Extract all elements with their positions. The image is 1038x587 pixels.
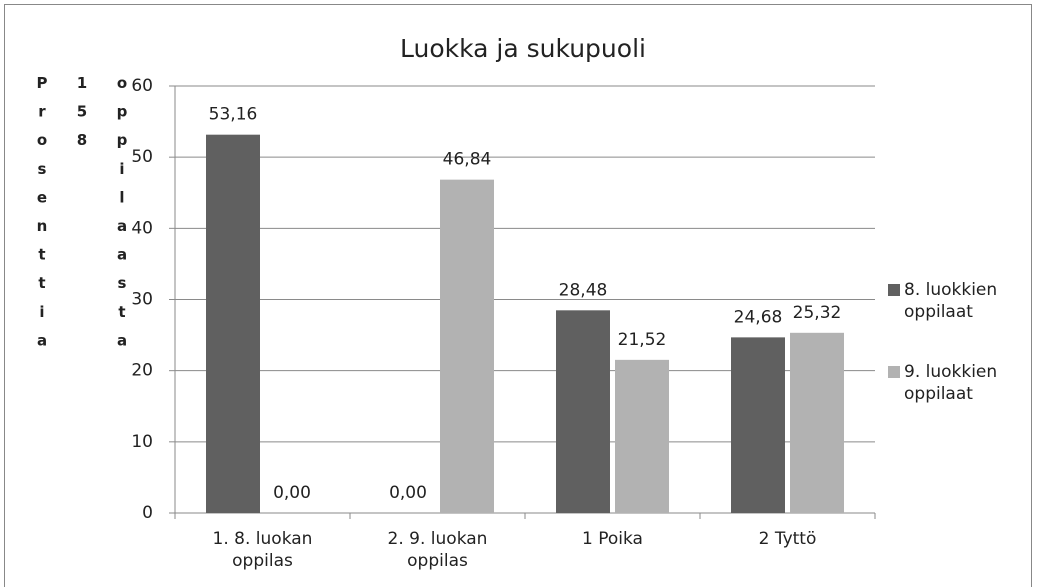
bar [556,310,610,513]
bar [206,134,260,514]
legend-swatch [888,366,900,378]
data-label: 0,00 [273,483,311,503]
chart-title: Luokka ja sukupuoli [400,34,646,63]
data-label: 0,00 [389,483,427,503]
y-tick-label: 50 [131,147,153,167]
x-tick-label: 2 Tyttö [758,529,817,549]
y-tick-label: 20 [131,361,153,381]
data-label: 25,32 [793,303,842,323]
y-tick-label: 40 [131,218,153,238]
x-tick-label: 2. 9. luokan oppilas [387,529,488,571]
y-tick-label: 30 [131,290,153,310]
x-tick-label: 1. 8. luokan oppilas [212,529,313,571]
bar [615,359,669,513]
bar [440,179,494,513]
data-label: 24,68 [734,307,783,327]
data-label: 53,16 [209,105,258,125]
y-tick-label: 10 [131,432,153,452]
y-tick-label: 60 [131,76,153,96]
x-tick-label: 1 Poika [582,529,643,549]
legend-swatch [888,284,900,296]
data-label: 46,84 [443,150,492,170]
chart-frame [4,4,1032,587]
y-axis-label: Prosenttia 158 oppilaasta [33,74,131,360]
bar [731,337,785,513]
data-label: 28,48 [559,280,608,300]
legend-label: 9. luokkien oppilaat [904,362,998,404]
y-tick-label: 0 [142,503,153,523]
bar [790,332,844,513]
data-label: 21,52 [618,330,667,350]
legend-label: 8. luokkien oppilaat [904,280,998,322]
